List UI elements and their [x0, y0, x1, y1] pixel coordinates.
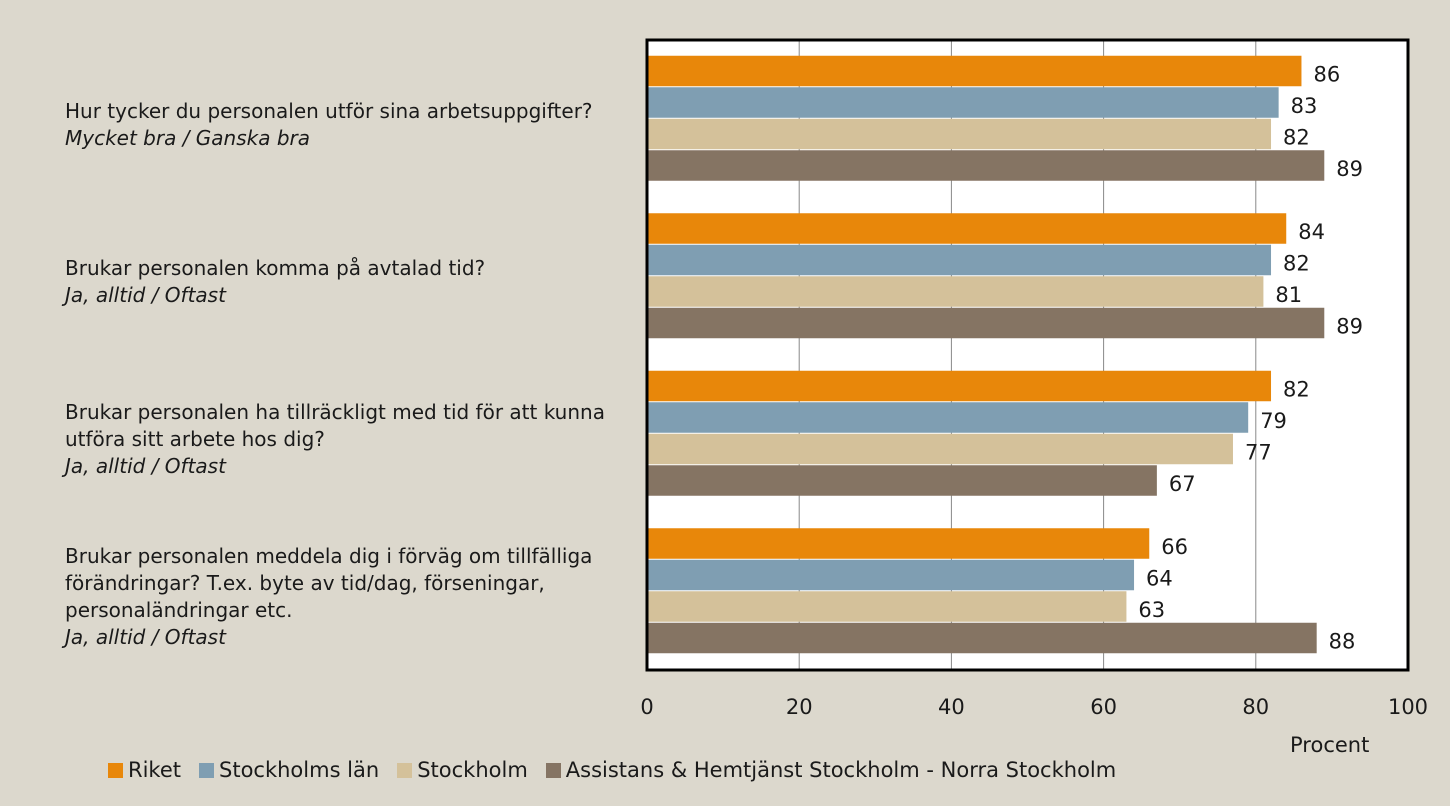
category-question: Brukar personalen meddela dig i förväg o… [65, 544, 593, 623]
bar [647, 118, 1272, 150]
category-question: Brukar personalen ha tillräckligt med ti… [65, 400, 605, 452]
data-label: 81 [1275, 283, 1302, 307]
legend-swatch [545, 762, 561, 778]
bar [647, 622, 1317, 654]
x-axis-label: Procent [1290, 733, 1369, 757]
category-answer: Ja, alltid / Oftast [65, 625, 226, 650]
bar [647, 402, 1249, 433]
bar [647, 370, 1272, 402]
category-label: Brukar personalen meddela dig i förväg o… [65, 517, 625, 677]
bar [647, 559, 1135, 591]
data-label: 83 [1291, 94, 1318, 118]
bar [647, 276, 1264, 307]
bar [647, 55, 1302, 87]
legend: Riket Stockholms län Stockholm Assistans & … [108, 758, 1116, 782]
x-tick-label: 20 [786, 695, 813, 719]
x-tick-label: 60 [1090, 695, 1117, 719]
data-label: 79 [1260, 409, 1287, 433]
legend-label: Stockholms län [219, 758, 380, 782]
legend-item: Stockholms län [199, 758, 379, 782]
data-label: 88 [1329, 630, 1356, 654]
category-answer: Ja, alltid / Oftast [65, 283, 226, 308]
category-label: Brukar personalen ha tillräckligt med ti… [65, 360, 625, 520]
category-answer: Ja, alltid / Oftast [65, 454, 226, 479]
legend-label: Riket [128, 758, 181, 782]
legend-item: Riket [108, 758, 181, 782]
x-tick-label: 0 [640, 695, 653, 719]
data-label: 84 [1298, 220, 1325, 244]
data-label: 82 [1283, 252, 1310, 276]
bar [647, 213, 1287, 244]
category-question: Hur tycker du personalen utför sina arbe… [65, 98, 593, 123]
category-label: Brukar personalen komma på avtalad tid? J… [65, 202, 625, 362]
legend-swatch [108, 762, 123, 778]
plot-border [645, 38, 1410, 672]
legend-item: Assistans & Hemtjänst Stockholm - Norra … [545, 758, 1117, 782]
bar [647, 591, 1127, 622]
legend-label: Assistans & Hemtjänst Stockholm - Norra … [565, 758, 1117, 782]
bar [647, 150, 1325, 181]
data-label: 67 [1169, 472, 1196, 496]
bar [647, 528, 1150, 559]
data-label: 82 [1283, 126, 1310, 150]
legend-swatch [397, 762, 413, 778]
category-answer: Mycket bra / Ganska bra [65, 125, 311, 150]
data-label: 89 [1336, 315, 1363, 339]
bar [647, 244, 1272, 276]
bar [647, 465, 1157, 496]
x-tick-label: 80 [1242, 695, 1269, 719]
category-question: Brukar personalen komma på avtalad tid? [65, 256, 486, 281]
legend-swatch [199, 762, 214, 778]
legend-item: Stockholm [397, 758, 528, 782]
data-label: 64 [1146, 567, 1173, 591]
bar [647, 307, 1325, 339]
data-label: 86 [1313, 63, 1340, 87]
bar [647, 433, 1233, 465]
x-tick-label: 40 [938, 695, 965, 719]
bar [647, 87, 1279, 118]
data-label: 66 [1161, 535, 1188, 559]
data-label: 82 [1283, 378, 1310, 402]
x-tick-label: 100 [1388, 695, 1428, 719]
category-label: Hur tycker du personalen utför sina arbe… [65, 45, 625, 205]
data-label: 89 [1336, 157, 1363, 181]
data-label: 63 [1138, 598, 1165, 622]
data-label: 77 [1245, 441, 1272, 465]
legend-label: Stockholm [417, 758, 528, 782]
